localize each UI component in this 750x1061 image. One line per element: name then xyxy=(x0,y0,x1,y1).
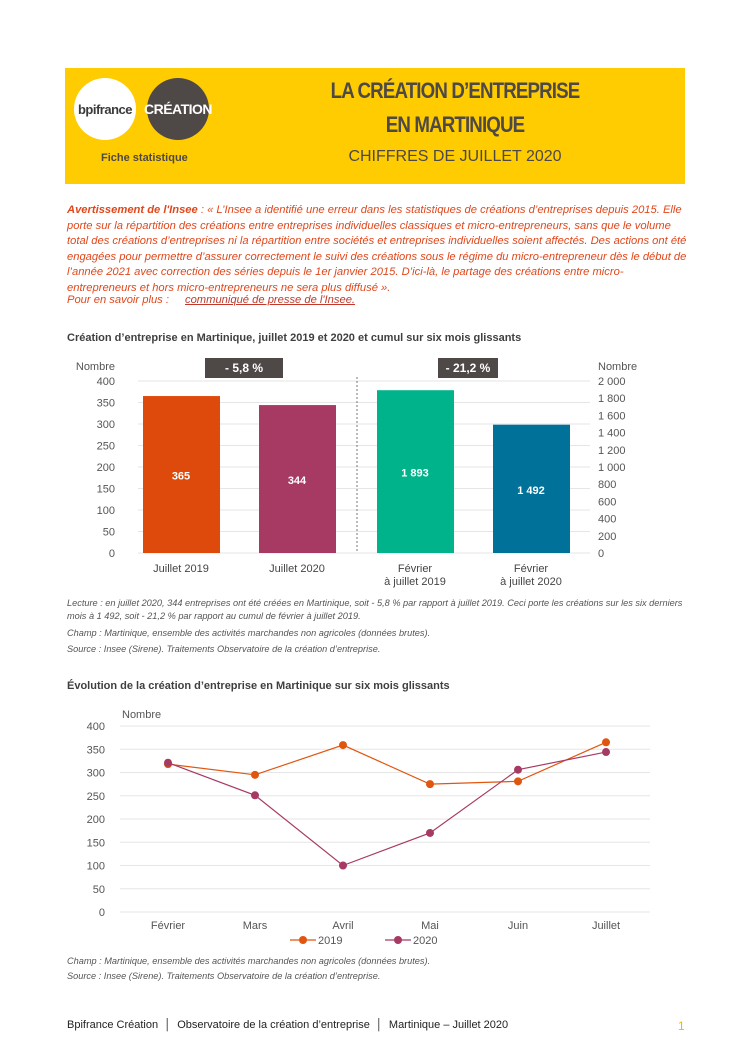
warning-lead: Avertissement de l'Insee xyxy=(67,204,198,216)
y-tick: 350 xyxy=(87,744,105,756)
legend-label: 2020 xyxy=(413,935,437,947)
x-tick-label: Février xyxy=(151,920,186,932)
data-point-2019 xyxy=(339,741,347,750)
series-line-2020 xyxy=(167,751,607,867)
line-chart-title: Évolution de la création d’entreprise en… xyxy=(67,680,450,692)
y-tick-right: 400 xyxy=(598,514,616,526)
y-tick-right: 600 xyxy=(598,496,616,508)
y-tick: 300 xyxy=(87,768,105,780)
data-point-2020 xyxy=(426,828,434,837)
y-tick: 250 xyxy=(87,791,105,803)
y-tick-right: 1 400 xyxy=(598,428,626,440)
title-line-1: LA CRÉATION D’ENTREPRISE xyxy=(330,78,581,103)
x-tick-label: Juillet xyxy=(592,920,620,932)
y-tick-right: 1 800 xyxy=(598,393,626,405)
x-tick-label: Juillet 2019 xyxy=(153,563,209,575)
y-tick-left: 50 xyxy=(103,527,115,539)
x-tick-label: à juillet 2019 xyxy=(384,576,446,588)
bar-chart-source: Source : Insee (Sirene). Traitements Obs… xyxy=(67,644,381,654)
bar-chart-champ: Champ : Martinique, ensemble des activit… xyxy=(67,628,431,638)
y-tick: 0 xyxy=(99,907,105,919)
data-point-2020 xyxy=(339,861,347,870)
press-release-link[interactable]: communiqué de presse de l'Insee. xyxy=(184,294,356,306)
x-tick-label: Juillet 2020 xyxy=(269,563,325,575)
x-tick-label: Mars xyxy=(243,920,268,932)
y-tick: 200 xyxy=(87,814,105,826)
warning-text: : « L’Insee a identifié une erreur dans … xyxy=(67,204,687,294)
y-tick-right: 2 000 xyxy=(598,376,626,388)
creation-logo: CRÉATION xyxy=(144,78,213,140)
title-line-3: CHIFFRES DE JUILLET 2020 xyxy=(348,148,562,165)
bar-data-label: 1 492 xyxy=(517,485,545,497)
y-axis-label-right: Nombre xyxy=(598,361,637,373)
y-tick-right: 1 600 xyxy=(598,410,626,422)
variation-badge-text: - 5,8 % xyxy=(225,361,263,375)
line-chart-champ: Champ : Martinique, ensemble des activit… xyxy=(67,956,431,966)
x-tick-label: à juillet 2020 xyxy=(500,576,562,588)
more-info: Pour en savoir plus : communiqué de press… xyxy=(67,294,355,306)
more-label: Pour en savoir plus : xyxy=(67,294,169,306)
series-line-2019 xyxy=(167,741,607,785)
legend-marker-2020 xyxy=(394,936,402,944)
y-tick-left: 150 xyxy=(97,484,115,496)
y-tick-right: 200 xyxy=(598,531,616,543)
bar-chart-lecture: Lecture : en juillet 2020, 344 entrepris… xyxy=(67,598,683,621)
x-tick-label: Juin xyxy=(508,920,528,932)
data-point-2020 xyxy=(602,748,610,757)
variation-badge-text: - 21,2 % xyxy=(446,361,491,375)
bar-chart: 0 50 100 150 200 250 300 350 400 0 200 400 600 800 1 0… xyxy=(76,358,637,588)
insee-warning: Avertissement de l'Insee : « L’Insee a i… xyxy=(67,203,687,297)
y-tick-left: 200 xyxy=(97,462,115,474)
y-tick-left: 0 xyxy=(109,548,115,560)
y-tick-left: 350 xyxy=(97,398,115,410)
line-chart: 0 50 100 150 200 250 300 350 400 Nombre Février Mar… xyxy=(87,709,650,947)
bar xyxy=(493,424,570,553)
y-axis-label-left: Nombre xyxy=(76,361,115,373)
bar xyxy=(377,390,454,553)
variation-badge xyxy=(205,358,283,378)
y-tick: 150 xyxy=(87,837,105,849)
y-tick-right: 0 xyxy=(598,548,604,560)
page-number: 1 xyxy=(678,1019,685,1033)
data-point-2019 xyxy=(602,738,610,747)
variation-badge xyxy=(438,358,498,378)
y-tick-left: 400 xyxy=(97,376,115,388)
y-tick-left: 300 xyxy=(97,419,115,431)
y-axis-label: Nombre xyxy=(122,709,161,721)
fiche-label: Fiche statistique xyxy=(101,152,188,164)
data-point-2019 xyxy=(251,770,259,779)
bar-chart-title: Création d’entreprise en Martinique, jui… xyxy=(67,332,522,344)
x-tick-label: Février xyxy=(514,563,549,575)
data-point-2020 xyxy=(514,765,522,774)
bpifrance-logo: bpifrance xyxy=(74,78,136,140)
x-tick-label: Avril xyxy=(332,920,353,932)
x-tick-label: Mai xyxy=(421,920,439,932)
y-tick-left: 100 xyxy=(97,505,115,517)
bar-data-label: 1 893 xyxy=(401,468,429,480)
data-point-2019 xyxy=(426,780,434,789)
title-line-2: EN MARTINIQUE xyxy=(385,112,525,137)
bar-data-label: 344 xyxy=(288,475,307,487)
y-tick: 50 xyxy=(93,884,105,896)
x-tick-label: Février xyxy=(398,563,433,575)
data-point-2019 xyxy=(514,777,522,786)
bar xyxy=(143,396,220,553)
line-chart-source: Source : Insee (Sirene). Traitements Obs… xyxy=(67,971,381,981)
footer-text: Bpifrance Création │ Observatoire de la … xyxy=(67,1019,509,1031)
bar-data-label: 365 xyxy=(172,471,190,483)
y-tick-right: 1 000 xyxy=(598,462,626,474)
y-tick: 100 xyxy=(87,861,105,873)
header-banner: bpifrance CRÉATION Fiche statistique LA … xyxy=(65,68,685,184)
legend-marker-2019 xyxy=(299,936,307,944)
data-point-2020 xyxy=(251,791,259,800)
legend-label: 2019 xyxy=(318,935,342,947)
data-point-2020 xyxy=(164,758,172,767)
y-tick-right: 800 xyxy=(598,479,616,491)
y-tick: 400 xyxy=(87,721,105,733)
bar xyxy=(259,405,336,553)
y-tick-left: 250 xyxy=(97,441,115,453)
y-tick-right: 1 200 xyxy=(598,445,626,457)
